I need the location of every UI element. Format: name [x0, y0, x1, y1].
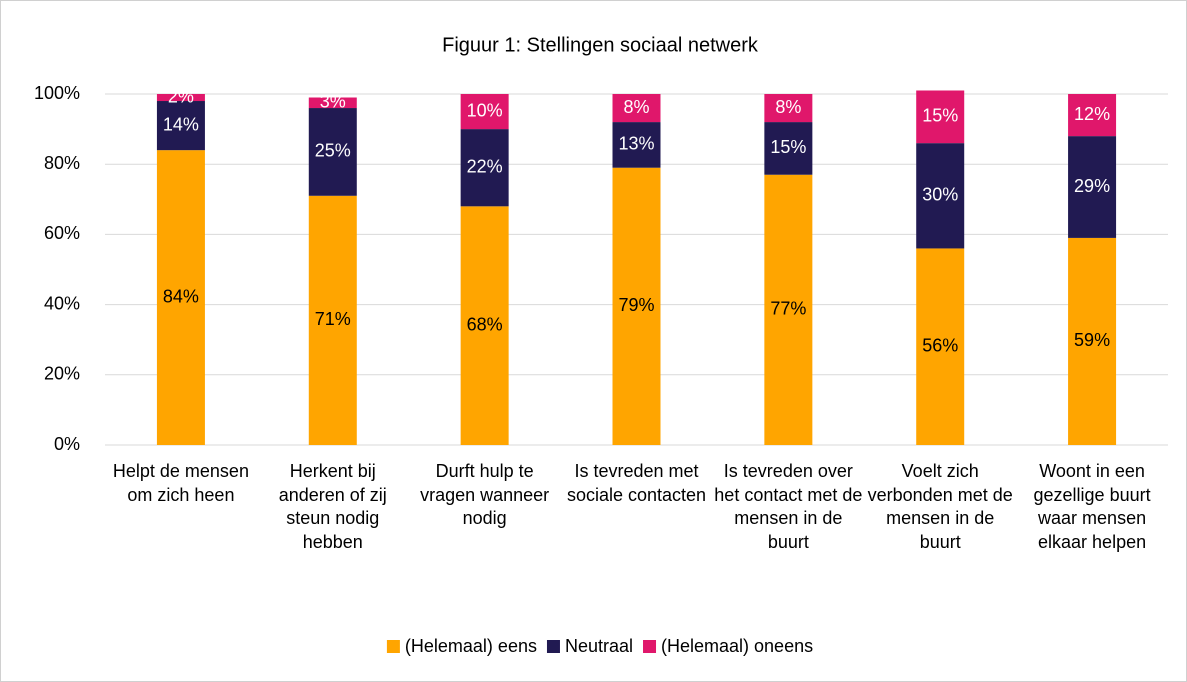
data-label: 10%: [467, 100, 503, 120]
y-tick-label: 20%: [44, 364, 80, 384]
bar-segment: [460, 206, 509, 445]
data-label: 14%: [163, 114, 199, 134]
bar-segment: [308, 108, 357, 196]
y-tick-label: 60%: [44, 223, 80, 243]
x-tick-label: Woont in een gezellige buurt waar mensen…: [1033, 461, 1151, 552]
data-label: 59%: [1074, 330, 1110, 350]
data-label: 77%: [770, 299, 806, 319]
legend-label: (Helemaal) oneens: [661, 636, 813, 656]
bar-segment: [612, 94, 661, 123]
data-label: 71%: [315, 309, 351, 329]
data-label: 8%: [775, 97, 801, 117]
y-tick-label: 80%: [44, 153, 80, 173]
bar-segment: [156, 94, 205, 102]
data-label: 30%: [922, 185, 958, 205]
x-tick-label: Is tevreden met sociale contacten: [566, 461, 707, 505]
bar-segment: [460, 129, 509, 207]
bar-segment: [308, 195, 357, 445]
legend-swatch: [386, 640, 400, 653]
bar-segment: [612, 122, 661, 168]
x-tick-label: Herkent bij anderen of zij steun nodig h…: [278, 461, 387, 552]
data-label: 3%: [320, 92, 346, 112]
bar-segment: [156, 150, 205, 445]
bar-segment: [1068, 136, 1117, 238]
data-label: 79%: [618, 295, 654, 315]
x-tick-label: Voelt zich verbonden met de mensen in de…: [867, 461, 1013, 552]
bar-segment: [916, 248, 965, 445]
bar-segment: [916, 143, 965, 249]
bar-segment: [460, 94, 509, 130]
x-tick-label: Helpt de mensen om zich heen: [112, 461, 249, 505]
data-label: 68%: [467, 314, 503, 334]
x-tick-label: Is tevreden over het contact met de mens…: [714, 461, 863, 552]
bar-segment: [308, 97, 357, 109]
data-label: 25%: [315, 141, 351, 161]
data-label: 84%: [163, 286, 199, 306]
bar-segment: [1068, 94, 1117, 137]
bar-segment: [764, 94, 813, 123]
bar-segment: [916, 90, 965, 144]
x-tick-label: Durft hulp te vragen wanneer nodig: [420, 461, 550, 528]
data-label: 15%: [922, 106, 958, 126]
legend-swatch: [643, 640, 657, 653]
data-label: 29%: [1074, 176, 1110, 196]
bar-segment: [1068, 237, 1117, 445]
data-label: 13%: [618, 134, 654, 154]
legend-label: Neutraal: [565, 636, 633, 656]
chart-title: Figuur 1: Stellingen sociaal netwerk: [442, 34, 759, 56]
data-label: 15%: [770, 137, 806, 157]
bar-segment: [764, 122, 813, 175]
y-tick-label: 0%: [54, 434, 80, 454]
data-label: 2%: [168, 86, 194, 106]
data-label: 8%: [623, 97, 649, 117]
data-label: 56%: [922, 335, 958, 355]
y-tick-label: 40%: [44, 293, 80, 313]
bar-segment: [612, 167, 661, 445]
bar-segment: [764, 174, 813, 446]
bar-segment: [156, 101, 205, 151]
legend-swatch: [546, 640, 560, 653]
data-label: 22%: [467, 156, 503, 176]
data-label: 12%: [1074, 104, 1110, 124]
legend-label: (Helemaal) eens: [405, 636, 537, 656]
y-tick-label: 100%: [34, 83, 80, 103]
